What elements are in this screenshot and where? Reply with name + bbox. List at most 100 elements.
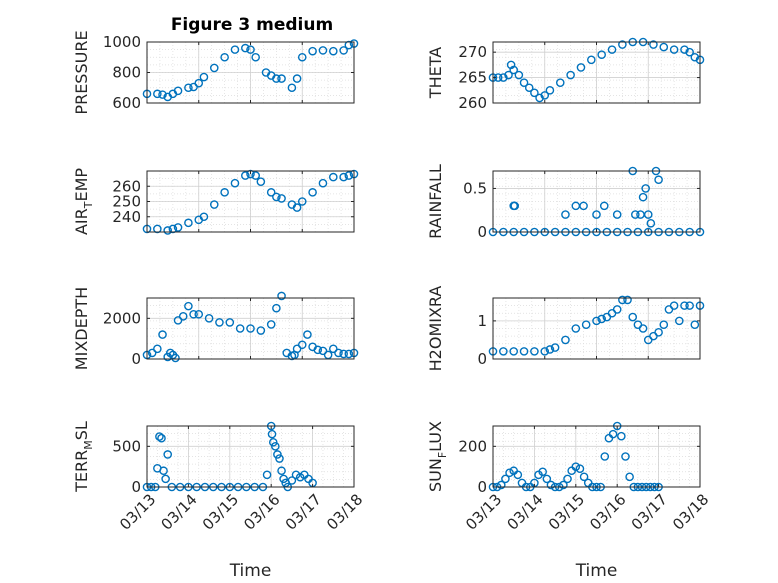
y-axis-label: PRESSURE [72, 30, 91, 114]
data-point [171, 353, 180, 363]
data-point [308, 188, 317, 197]
y-tick-label: 250 [112, 193, 141, 211]
data-point [540, 91, 550, 100]
data-point [638, 324, 648, 333]
data-point [275, 454, 284, 463]
x-tick-label: 03/14 [503, 490, 546, 533]
data-point [194, 78, 204, 88]
data-point [230, 45, 240, 54]
data-point [646, 218, 656, 228]
data-point [643, 210, 653, 219]
data-point [277, 291, 286, 301]
subplot-6: 0 1 H2OMIXRA [426, 286, 705, 372]
data-point [277, 194, 286, 203]
data-point [199, 212, 209, 222]
subplot-4: 0 0.5 RAINFALL [426, 164, 705, 241]
data-point [153, 224, 162, 234]
data-point [267, 429, 277, 439]
y-tick-label: 0 [131, 478, 141, 496]
data-point [328, 46, 338, 56]
data-point [308, 46, 317, 56]
data-point [209, 200, 219, 209]
data-point [173, 86, 183, 96]
y-axis-label: MIXDEPTH [72, 287, 91, 370]
data-point [546, 480, 556, 490]
data-point [659, 320, 669, 329]
data-point [583, 478, 593, 488]
data-point [628, 312, 638, 322]
data-point [273, 450, 282, 459]
data-point [266, 320, 276, 329]
data-point [184, 301, 193, 311]
data-point [618, 40, 627, 49]
axes-box [146, 425, 355, 488]
data-point [220, 52, 229, 62]
data-point [155, 432, 164, 441]
data-point [555, 78, 565, 87]
data-point [184, 83, 193, 93]
data-point [600, 452, 610, 461]
y-tick-label: 1 [477, 312, 487, 330]
data-point [235, 324, 245, 333]
y-axis-label: TERRMSL [72, 421, 95, 493]
x-tick-label: 03/17 [282, 490, 325, 533]
data-point [514, 70, 524, 80]
data-point [344, 40, 354, 50]
subplot-5: 0 2000 MIXDEPTH [72, 287, 359, 370]
x-axis-label: Time [575, 561, 618, 581]
data-point [318, 178, 328, 188]
y-axis-label: H2OMIXRA [426, 286, 445, 372]
data-point [168, 224, 178, 234]
data-point [638, 192, 648, 202]
y-tick-label: 0 [477, 478, 487, 496]
data-point [209, 63, 219, 73]
data-point [612, 305, 622, 314]
data-point [318, 46, 328, 55]
data-point [659, 42, 669, 52]
data-point [530, 347, 539, 356]
data-point [339, 349, 348, 359]
data-point [499, 347, 508, 356]
x-tick-label: 03/13 [462, 490, 505, 533]
data-point [618, 295, 627, 305]
data-point [153, 89, 162, 99]
data-point [241, 43, 250, 53]
data-point [579, 472, 589, 482]
figure-title: Figure 3 medium [171, 15, 333, 35]
y-axis-label: AIRTEMP [72, 168, 95, 235]
data-point [669, 301, 679, 310]
x-tick-label: 03/16 [586, 490, 629, 533]
data-point [571, 462, 581, 471]
data-point [542, 474, 552, 484]
data-point [344, 349, 354, 359]
data-point [279, 474, 288, 484]
data-point [535, 93, 544, 103]
data-point [297, 340, 307, 350]
data-point [599, 201, 609, 211]
data-point [251, 171, 260, 180]
data-point [163, 450, 172, 459]
data-point [571, 201, 581, 211]
data-point [204, 314, 214, 323]
data-point [303, 330, 312, 339]
y-tick-label: 0 [477, 223, 487, 241]
data-point [297, 52, 307, 62]
y-tick-label: 0 [477, 350, 487, 368]
data-point [519, 78, 529, 87]
data-point [669, 45, 679, 54]
data-point [318, 346, 328, 356]
data-point [597, 50, 606, 60]
y-tick-label: 260 [458, 94, 487, 112]
data-point [173, 316, 183, 325]
data-point [592, 210, 601, 219]
data-point [339, 46, 348, 55]
data-point [163, 226, 172, 235]
data-point [587, 55, 596, 65]
data-point [157, 433, 166, 443]
data-point [215, 318, 224, 327]
x-tick-label: 03/15 [199, 490, 242, 533]
data-point [530, 88, 539, 98]
data-point [246, 324, 255, 333]
data-point [517, 478, 527, 488]
x-tick-label: 03/14 [157, 490, 200, 533]
